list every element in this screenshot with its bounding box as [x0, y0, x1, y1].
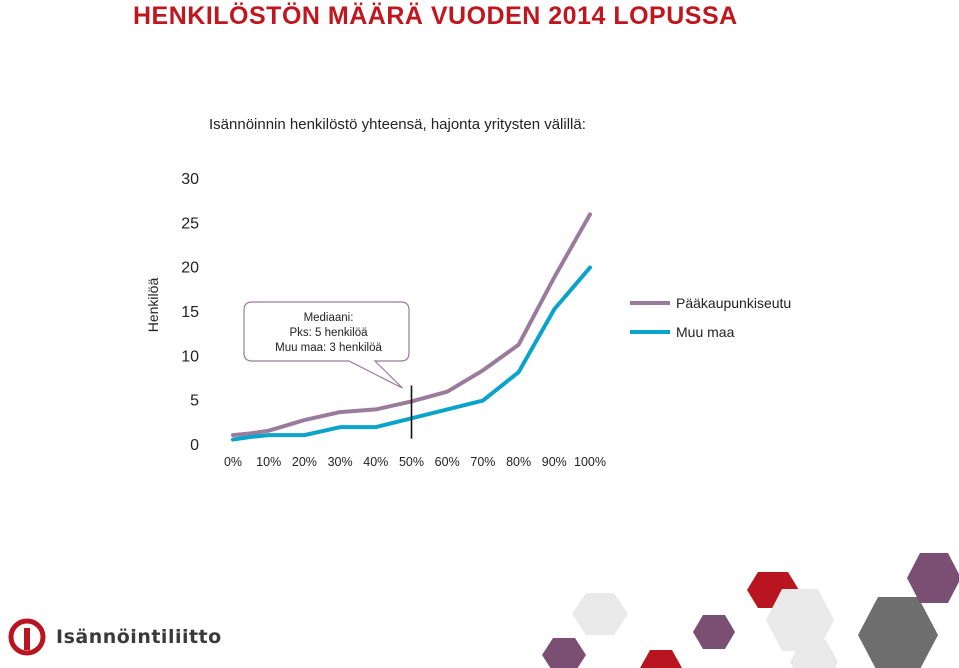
x-tick-label: 50%	[399, 455, 424, 469]
hexagon-shape	[572, 593, 628, 635]
x-tick-label: 20%	[292, 455, 317, 469]
median-callout: Mediaani: Pks: 5 henkilöä Muu maa: 3 hen…	[243, 301, 410, 389]
y-tick-label: 10	[181, 348, 199, 365]
isannointiliitto-logo: Isännöintiliitto	[8, 618, 222, 656]
x-tick-label: 80%	[506, 455, 531, 469]
y-axis-label: Henkilöä	[145, 278, 161, 333]
y-tick-label: 20	[181, 260, 199, 277]
chart-subtitle: Isännöinnin henkilöstö yhteensä, hajonta…	[209, 116, 586, 133]
y-tick-label: 15	[181, 304, 199, 321]
hexagon-shape	[640, 650, 682, 668]
x-tick-label: 0%	[224, 455, 242, 469]
y-tick-label: 25	[181, 215, 199, 232]
x-axis: 0% 10% 20% 30% 40% 50% 60% 70% 80% 90% 100%	[224, 455, 606, 469]
x-tick-label: 70%	[470, 455, 495, 469]
x-tick-label: 90%	[542, 455, 567, 469]
y-tick-label: 30	[181, 171, 199, 188]
hexagon-shape	[542, 638, 586, 668]
series-line	[231, 265, 592, 442]
hexagon-shape	[790, 640, 838, 668]
legend-label: Muu maa	[676, 324, 735, 340]
callout-box	[243, 301, 410, 389]
logo-emblem-icon	[8, 618, 46, 656]
callout-text-line: Pks: 5 henkilöä	[290, 327, 369, 339]
hexagon-decoration	[542, 553, 959, 668]
callout-text-line: Mediaani:	[304, 312, 354, 324]
x-tick-label: 30%	[328, 455, 353, 469]
y-tick-label: 5	[190, 393, 199, 410]
x-tick-label: 10%	[256, 455, 281, 469]
hexagon-shape	[693, 615, 735, 649]
x-tick-label: 40%	[363, 455, 388, 469]
legend: Pääkaupunkiseutu Muu maa	[630, 295, 791, 340]
hexagon-shape	[766, 589, 834, 651]
x-tick-label: 60%	[435, 455, 460, 469]
series-layer	[231, 212, 592, 442]
logo-text: Isännöintiliitto	[56, 626, 222, 648]
callout-text-line: Muu maa: 3 henkilöä	[275, 342, 382, 354]
y-tick-label: 0	[190, 437, 199, 454]
page-title: HENKILÖSTÖN MÄÄRÄ VUODEN 2014 LOPUSSA	[133, 2, 738, 30]
series-line	[231, 212, 592, 438]
x-tick-label: 100%	[574, 455, 606, 469]
y-axis: 0 5 10 15 20 25 30	[181, 171, 199, 454]
legend-label: Pääkaupunkiseutu	[676, 295, 791, 311]
hexagon-shape	[858, 597, 938, 668]
hexagon-shape	[907, 553, 959, 603]
